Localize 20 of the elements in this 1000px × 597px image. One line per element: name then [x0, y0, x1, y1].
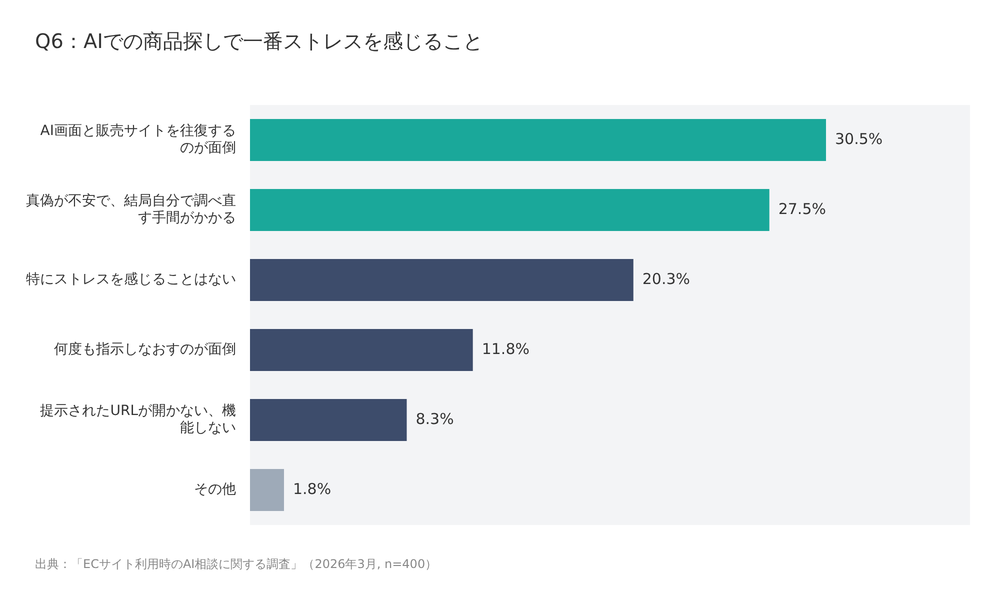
y-tick-label: 真偽が不安で、結局自分で調べ直す手間がかかる — [26, 193, 236, 226]
data-label: 27.5% — [778, 200, 826, 218]
y-tick-label: 特にストレスを感じることはない — [26, 272, 236, 288]
y-tick-label: 何度も指示しなおすのが面倒 — [54, 342, 236, 358]
bar — [250, 119, 826, 161]
data-label: 30.5% — [835, 130, 883, 148]
chart-title: Q6：AIでの商品探しで一番ストレスを感じること — [35, 28, 484, 55]
bar — [250, 329, 473, 371]
source-note: 出典：「ECサイト利用時のAI相談に関する調査」（2026年3月, n=400） — [35, 556, 438, 573]
bar — [250, 189, 770, 231]
data-label: 1.8% — [292, 480, 332, 498]
data-label: 20.3% — [642, 270, 690, 288]
bar — [250, 469, 284, 511]
y-tick-label: AI画面と販売サイトを往復するのが面倒 — [40, 123, 236, 156]
bar — [250, 259, 634, 301]
data-label: 8.3% — [416, 410, 454, 428]
bar — [250, 399, 407, 441]
data-label: 11.8% — [482, 340, 530, 358]
y-tick-label: その他 — [194, 482, 236, 498]
y-tick-label: 提示されたURLが開かない、機能しない — [40, 403, 236, 436]
